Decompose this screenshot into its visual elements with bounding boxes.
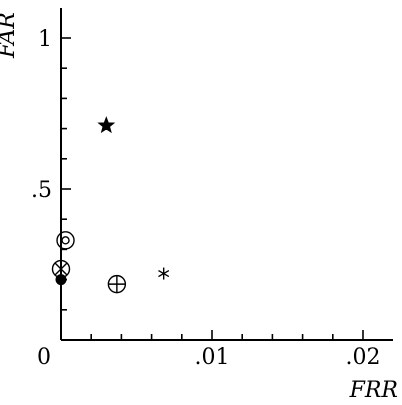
x-axis-title: FRR: [349, 378, 398, 403]
x-tick-label: .02: [346, 345, 381, 370]
y-axis-title: FAR: [0, 12, 20, 59]
data-point-circled-plus: [107, 274, 127, 294]
tick-group: 0 .01 .02 .5 1: [31, 27, 381, 370]
data-marks: [51, 116, 170, 294]
x-tick-label: 0: [37, 345, 51, 370]
x-tick-label: .01: [195, 345, 230, 370]
data-point-star: [97, 116, 116, 134]
y-tick-label: 1: [38, 27, 52, 52]
data-point-circled-dot: [56, 231, 75, 250]
y-tick-label: .5: [31, 178, 52, 203]
data-point-asterisk: [158, 267, 170, 280]
data-point-filled-circle: [55, 274, 67, 286]
